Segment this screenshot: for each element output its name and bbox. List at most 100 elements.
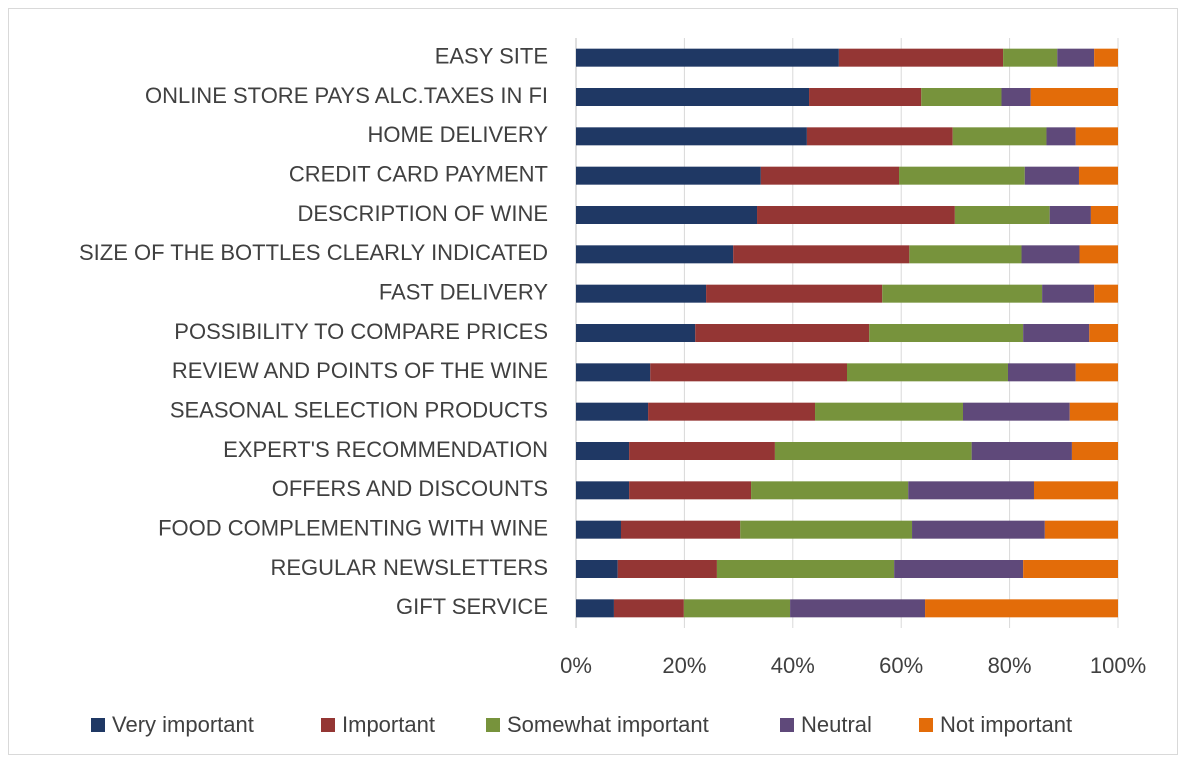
bar-segment <box>869 324 1024 342</box>
bar-segment <box>1075 127 1118 146</box>
bar-segment <box>809 88 922 106</box>
bar-segment <box>617 560 717 578</box>
bar-segment <box>695 324 870 342</box>
bar-segment <box>576 206 758 224</box>
bar-segment <box>1046 127 1076 146</box>
bar-segment <box>962 402 1070 421</box>
legend-swatch <box>780 718 794 732</box>
bar-segment <box>1023 560 1118 578</box>
x-tick-label: 40% <box>771 653 815 678</box>
x-tick-label: 20% <box>662 653 706 678</box>
bar-segment <box>790 599 926 618</box>
y-tick-label: CREDIT CARD PAYMENT <box>289 161 548 186</box>
bar-segment <box>1094 48 1118 67</box>
bar-segment <box>1021 245 1080 264</box>
legend-swatch <box>919 718 933 732</box>
bar-segment <box>1069 402 1118 421</box>
bar-segment <box>909 245 1022 264</box>
bar-segment <box>1057 48 1095 67</box>
bar-segment <box>629 481 752 500</box>
bar-segment <box>650 363 847 382</box>
bar-segment <box>576 560 618 578</box>
y-tick-label: HOME DELIVERY <box>367 122 548 147</box>
bar-segment <box>576 599 614 618</box>
legend-label: Important <box>342 712 435 737</box>
x-tick-label: 0% <box>560 653 592 678</box>
legend-label: Not important <box>940 712 1072 737</box>
bar-segment <box>1079 245 1118 264</box>
y-tick-label: POSSIBILITY TO COMPARE PRICES <box>174 319 548 344</box>
bar-segment <box>1049 206 1091 224</box>
bar-segment <box>740 520 913 539</box>
bar-segment <box>1023 324 1090 342</box>
bar-segment <box>576 520 621 539</box>
bar-segment <box>576 324 696 342</box>
bar-segment <box>1078 166 1118 185</box>
bar-segment <box>683 599 791 618</box>
y-tick-label: DESCRIPTION OF WINE <box>297 201 548 226</box>
bar-segment <box>815 402 963 421</box>
legend-label: Somewhat important <box>507 712 709 737</box>
x-tick-label: 100% <box>1090 653 1146 678</box>
bar-segment <box>733 245 910 264</box>
bar-segment <box>751 481 909 500</box>
bar-segment <box>925 599 1118 618</box>
bar-segment <box>629 442 775 460</box>
bar-segment <box>806 127 953 146</box>
y-tick-label: FOOD COMPLEMENTING WITH WINE <box>158 515 548 540</box>
bar-segment <box>576 166 761 185</box>
bar-segment <box>1071 442 1118 460</box>
bar-segment <box>971 442 1072 460</box>
bar-segment <box>1044 520 1118 539</box>
bar-segment <box>576 127 807 146</box>
y-tick-label: ONLINE STORE PAYS ALC.TAXES IN FI <box>145 83 548 108</box>
bar-segment <box>899 166 1025 185</box>
bar-segment <box>576 363 651 382</box>
y-tick-label: EXPERT'S RECOMMENDATION <box>223 437 548 462</box>
bar-segment <box>706 284 883 303</box>
bar-segment <box>1042 284 1095 303</box>
bar-segment <box>613 599 684 618</box>
bar-segment <box>1007 363 1076 382</box>
bar-segment <box>1001 88 1031 106</box>
y-tick-label: REGULAR NEWSLETTERS <box>271 555 549 580</box>
bar-segment <box>576 88 810 106</box>
y-tick-label: GIFT SERVICE <box>396 594 548 619</box>
bar-segment <box>1075 363 1118 382</box>
bar-segment <box>912 520 1045 539</box>
x-tick-label: 80% <box>988 653 1032 678</box>
y-tick-label: SEASONAL SELECTION PRODUCTS <box>170 397 548 422</box>
y-tick-label: OFFERS AND DISCOUNTS <box>272 476 548 501</box>
bar-segment <box>921 88 1002 106</box>
bar-segment <box>760 166 900 185</box>
bar-segment <box>648 402 816 421</box>
bar-segment <box>847 363 1008 382</box>
bar-segment <box>1090 206 1118 224</box>
bar-segment <box>757 206 955 224</box>
bar-segment <box>774 442 972 460</box>
bar-segment <box>576 481 630 500</box>
bar-segment <box>1089 324 1118 342</box>
bar-segment <box>1033 481 1118 500</box>
bar-segment <box>576 442 630 460</box>
bar-segment <box>1003 48 1058 67</box>
bar-segment <box>1030 88 1118 106</box>
bar-segment <box>894 560 1024 578</box>
legend-swatch <box>486 718 500 732</box>
bar-segment <box>838 48 1004 67</box>
y-tick-label: REVIEW AND POINTS OF THE WINE <box>172 358 548 383</box>
bar-segment <box>908 481 1034 500</box>
bar-segment <box>576 402 649 421</box>
y-tick-label: EASY SITE <box>435 43 548 68</box>
bar-segment <box>620 520 741 539</box>
bar-segment <box>882 284 1043 303</box>
bar-segment <box>1094 284 1118 303</box>
legend-label: Neutral <box>801 712 872 737</box>
bar-segment <box>1024 166 1079 185</box>
legend-swatch <box>91 718 105 732</box>
legend-label: Very important <box>112 712 254 737</box>
bar-segment <box>576 48 839 67</box>
y-tick-label: FAST DELIVERY <box>379 279 548 304</box>
bar-segment <box>576 245 734 264</box>
